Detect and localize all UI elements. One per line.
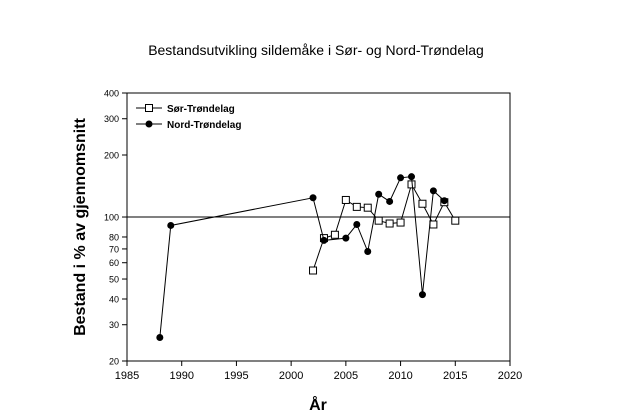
x-tick-label: 1990 — [169, 370, 193, 382]
y-tick-label: 60 — [109, 258, 119, 268]
y-axis-label: Bestand i % av gjennomsnitt — [72, 117, 89, 335]
data-point — [418, 291, 426, 299]
x-tick-label: 1985 — [115, 370, 139, 382]
plot-area — [126, 92, 511, 362]
data-point — [451, 216, 460, 225]
x-tick-label: 2010 — [388, 370, 412, 382]
data-point — [156, 334, 164, 342]
x-tick-label: 2000 — [279, 370, 303, 382]
data-point — [396, 218, 405, 227]
legend-marker — [145, 120, 153, 128]
legend-item: Nord-Trøndelag — [136, 120, 241, 131]
y-tick-label: 30 — [109, 320, 119, 330]
y-tick-label: 300 — [104, 114, 119, 124]
data-point — [330, 230, 339, 239]
data-point — [353, 220, 361, 228]
y-tick-label: 40 — [109, 294, 119, 304]
legend-label: Nord-Trøndelag — [167, 120, 241, 131]
y-tick-label: 400 — [104, 89, 119, 99]
legend-label: Sør-Trøndelag — [167, 104, 235, 115]
series-layer — [156, 173, 460, 342]
y-tick-label: 80 — [109, 232, 119, 242]
series-1 — [309, 180, 460, 275]
data-point — [352, 202, 361, 211]
data-point — [341, 195, 350, 204]
data-point — [363, 203, 372, 212]
data-point — [342, 234, 350, 242]
data-point — [429, 220, 438, 229]
y-tick-label: 200 — [104, 151, 119, 161]
data-point — [385, 219, 394, 228]
data-point — [374, 216, 383, 225]
x-axis: 1985 1990 1995 2000 2005 2010 2015 2020 — [115, 361, 522, 382]
y-tick-label: 20 — [109, 357, 119, 367]
data-point — [386, 197, 394, 205]
series-line — [159, 176, 445, 338]
series-2 — [156, 173, 448, 342]
legend: Sør-Trøndelag Nord-Trøndelag — [136, 104, 241, 131]
x-tick-label: 2020 — [498, 370, 522, 382]
data-point — [364, 248, 372, 256]
data-point — [309, 266, 318, 275]
y-tick-label: 70 — [109, 244, 119, 254]
data-point — [397, 174, 405, 182]
x-axis-label: År — [309, 395, 327, 414]
x-tick-label: 2005 — [334, 370, 358, 382]
x-tick-label: 2015 — [443, 370, 467, 382]
y-axis: 20 30 40 50 60 70 80 100 200 300 400 — [104, 89, 127, 367]
data-point — [167, 221, 175, 229]
data-point — [375, 190, 383, 198]
chart-title: Bestandsutvikling sildemåke i Sør- og No… — [148, 42, 484, 58]
y-tick-label: 100 — [104, 213, 119, 223]
data-point — [320, 236, 328, 244]
legend-marker — [145, 104, 153, 112]
legend-item: Sør-Trøndelag — [136, 104, 235, 115]
data-point — [309, 194, 317, 202]
data-point — [408, 173, 416, 181]
data-point — [440, 197, 448, 205]
y-tick-label: 50 — [109, 275, 119, 285]
x-tick-label: 1995 — [224, 370, 248, 382]
data-point — [418, 199, 427, 208]
data-point — [429, 187, 437, 195]
